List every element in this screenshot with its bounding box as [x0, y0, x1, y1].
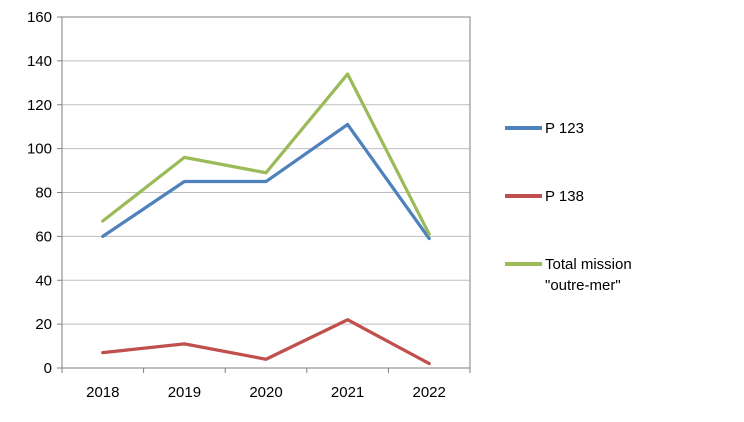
legend-item-p138: P 138 [505, 186, 663, 207]
svg-text:120: 120 [27, 97, 52, 114]
svg-text:40: 40 [35, 272, 52, 289]
legend-item-total-mission: Total mission "outre-mer" [505, 254, 663, 296]
x-axis-labels: 2018 2019 2020 2021 2022 [86, 384, 446, 401]
svg-text:2020: 2020 [249, 384, 282, 401]
svg-text:20: 20 [35, 316, 52, 333]
axis-ticks [57, 16, 471, 373]
svg-text:2021: 2021 [331, 384, 364, 401]
legend-label-p123: P 123 [545, 120, 584, 137]
legend-marker-p138 [505, 194, 542, 198]
y-axis-labels: 0 20 40 60 80 100 120 140 160 [27, 9, 52, 377]
legend-item-p123: P 123 [505, 118, 663, 139]
gridlines [62, 16, 470, 325]
series-line-0 [101, 122, 431, 241]
svg-text:0: 0 [44, 360, 52, 377]
svg-text:140: 140 [27, 53, 52, 70]
series-line-1 [101, 318, 431, 366]
svg-text:100: 100 [27, 141, 52, 158]
line-chart-plot: 0 20 40 60 80 100 120 140 160 2018 2019 2020 2021 202… [27, 9, 471, 401]
legend-marker-total-mission [505, 262, 542, 266]
svg-text:2019: 2019 [168, 384, 201, 401]
legend-marker-p123 [505, 126, 542, 130]
svg-text:80: 80 [35, 185, 52, 202]
svg-text:160: 160 [27, 9, 52, 26]
svg-text:2022: 2022 [413, 384, 446, 401]
legend-label-p138: P 138 [545, 188, 584, 205]
svg-text:60: 60 [35, 228, 52, 245]
svg-text:2018: 2018 [86, 384, 119, 401]
series-line-2 [101, 72, 431, 236]
legend-label-total-mission: Total mission "outre-mer" [545, 256, 632, 294]
chart-legend: P 123 P 138 Total mission "outre-mer" [505, 118, 663, 343]
